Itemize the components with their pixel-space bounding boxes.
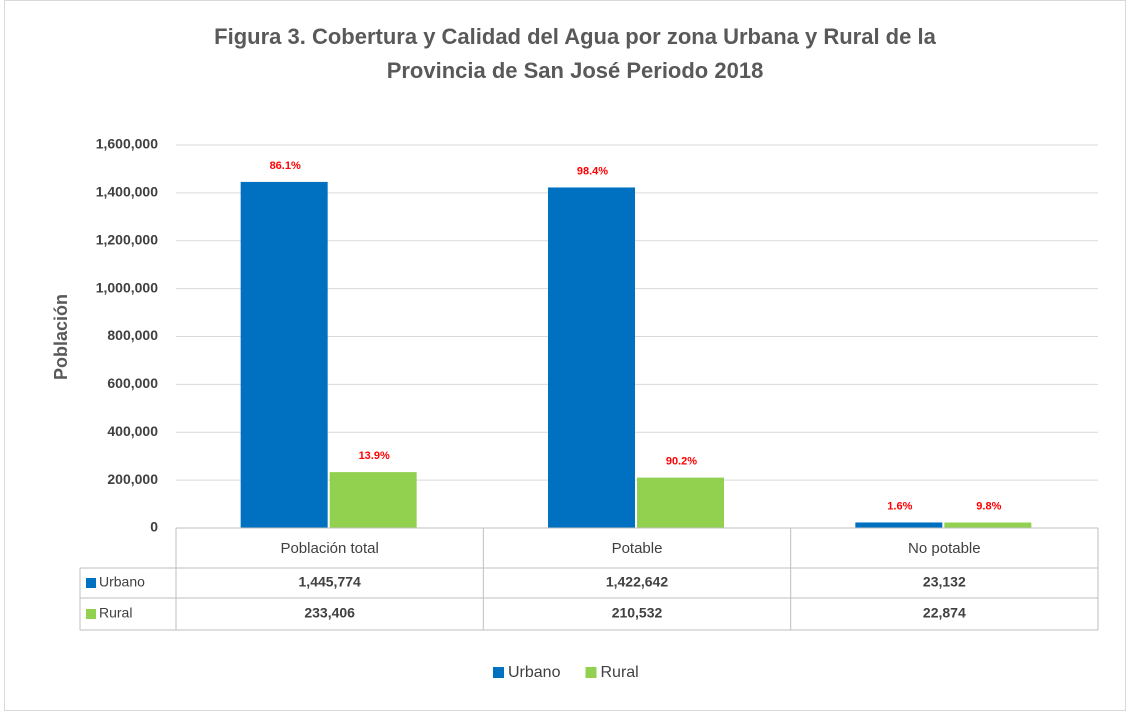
table-cell: 23,132 [923, 574, 966, 590]
bar [855, 522, 943, 528]
y-tick-label: 1,200,000 [96, 231, 158, 247]
bar [329, 472, 417, 528]
chart-title: Figura 3. Cobertura y Calidad del Agua p… [214, 24, 936, 49]
x-tick-label: Población total [280, 540, 378, 557]
table-row-label: Rural [99, 605, 132, 621]
y-tick-label: 1,400,000 [96, 184, 158, 200]
y-tick-label: 200,000 [107, 471, 158, 487]
bar [944, 522, 1032, 528]
table-row-label: Urbano [99, 574, 145, 590]
legend-key [493, 667, 504, 678]
percent-label: 86.1% [270, 160, 301, 172]
percent-label: 9.8% [976, 500, 1001, 512]
percent-label: 98.4% [577, 165, 608, 177]
percent-label: 13.9% [359, 450, 390, 462]
y-tick-label: 1,000,000 [96, 279, 158, 295]
table-legend-key [86, 578, 96, 588]
y-tick-label: 0 [150, 519, 158, 535]
table-cell: 233,406 [304, 605, 355, 621]
bar [637, 477, 724, 528]
y-tick-label: 1,600,000 [96, 136, 158, 152]
percent-label: 1.6% [887, 500, 912, 512]
table-cell: 1,445,774 [299, 574, 361, 590]
legend-key [585, 667, 597, 678]
table-cell: 22,874 [923, 605, 966, 621]
y-tick-label: 400,000 [107, 423, 158, 439]
table-cell: 210,532 [612, 605, 663, 621]
bar [240, 181, 328, 528]
y-tick-label: 800,000 [107, 327, 158, 343]
legend-label: Urbano [508, 664, 561, 681]
bar [548, 187, 635, 528]
x-tick-label: Potable [612, 540, 663, 557]
legend-label: Rural [600, 664, 638, 681]
table-legend-key [86, 609, 96, 619]
table-cell: 1,422,642 [606, 574, 668, 590]
y-axis-label: Población [51, 294, 71, 380]
y-tick-label: 600,000 [107, 375, 158, 391]
chart-title: Provincia de San José Periodo 2018 [387, 58, 764, 83]
x-tick-label: No potable [908, 540, 981, 557]
percent-label: 90.2% [666, 456, 697, 468]
